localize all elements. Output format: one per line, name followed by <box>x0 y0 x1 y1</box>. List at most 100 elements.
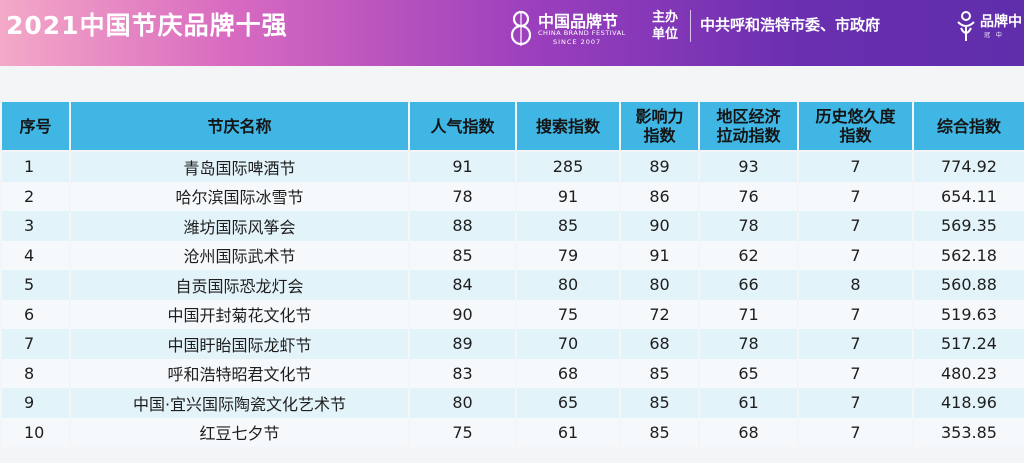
search-index-cell: 85 <box>515 211 621 241</box>
economic-index-cell: 78 <box>698 211 799 241</box>
table-row: 4 沧州国际武术节 85 79 91 62 7 562.18 <box>0 240 1024 270</box>
influence-index-cell: 72 <box>619 299 700 329</box>
history-index-cell: 7 <box>797 151 914 182</box>
brand-festival-en: CHINA BRAND FESTIVAL <box>538 29 626 37</box>
column-header-line: 搜索指数 <box>535 116 600 136</box>
influence-index-cell: 89 <box>619 151 700 182</box>
column-header: 历史悠久度 指数 <box>797 100 914 152</box>
economic-index-cell: 62 <box>698 240 799 270</box>
host-label: 主办 单位 <box>645 9 685 43</box>
column-header-line: 人气指数 <box>430 116 495 136</box>
search-index-cell: 91 <box>515 181 621 211</box>
festival-name-cell: 沧州国际武术节 <box>69 240 410 270</box>
economic-index-cell: 78 <box>698 329 799 359</box>
popularity-index-cell: 85 <box>408 240 517 270</box>
influence-index-cell: 80 <box>619 270 700 300</box>
host-organizer: 中共呼和浩特市委、市政府 <box>700 16 881 34</box>
history-index-cell: 7 <box>797 211 914 241</box>
search-index-cell: 75 <box>515 299 621 329</box>
table-row: 5 自贡国际恐龙灯会 84 80 80 66 8 560.88 <box>0 270 1024 300</box>
table-row: 10 红豆七夕节 75 61 85 68 7 353.85 <box>0 417 1024 447</box>
festival-name-cell: 红豆七夕节 <box>69 417 410 447</box>
brand-china-sub: 冠 中 <box>984 32 1004 39</box>
popularity-index-cell: 83 <box>408 358 517 388</box>
composite-index-cell: 517.24 <box>912 329 1024 359</box>
influence-index-cell: 85 <box>619 388 700 418</box>
influence-index-cell: 68 <box>619 329 700 359</box>
composite-index-cell: 774.92 <box>912 151 1024 182</box>
table-row: 7 中国盱眙国际龙虾节 89 70 68 78 7 517.24 <box>0 329 1024 359</box>
popularity-index-cell: 78 <box>408 181 517 211</box>
banner-divider <box>690 10 691 42</box>
page-title: 2021中国节庆品牌十强 <box>6 11 288 40</box>
column-header-line: 综合指数 <box>936 116 1001 136</box>
popularity-index-cell: 90 <box>408 299 517 329</box>
festival-name-cell: 自贡国际恐龙灯会 <box>69 270 410 300</box>
brand-festival-logo-icon <box>510 10 532 46</box>
rank-cell: 10 <box>0 417 71 447</box>
search-index-cell: 70 <box>515 329 621 359</box>
column-header-line: 影响力 <box>635 107 684 126</box>
festival-name-cell: 潍坊国际风筝会 <box>69 211 410 241</box>
ranking-table: 序号 节庆名称 人气指数 搜索指数 影响力 指数 地区经济 拉动指数 历史悠久度 指数 综合指数 1… <box>0 100 1024 447</box>
popularity-index-cell: 84 <box>408 270 517 300</box>
festival-name-cell: 中国·宜兴国际陶瓷文化艺术节 <box>69 388 410 418</box>
table-row: 9 中国·宜兴国际陶瓷文化艺术节 80 65 85 61 7 418.96 <box>0 388 1024 418</box>
popularity-index-cell: 80 <box>408 388 517 418</box>
column-header-line: 拉动指数 <box>716 126 781 145</box>
festival-name-cell: 呼和浩特昭君文化节 <box>69 358 410 388</box>
column-header-line: 节庆名称 <box>207 116 272 136</box>
ranking-table-container: 序号 节庆名称 人气指数 搜索指数 影响力 指数 地区经济 拉动指数 历史悠久度 指数 综合指数 1… <box>0 100 1024 447</box>
influence-index-cell: 85 <box>619 417 700 447</box>
column-header-line: 序号 <box>19 116 52 136</box>
influence-index-cell: 91 <box>619 240 700 270</box>
column-header-line: 指数 <box>839 126 872 145</box>
composite-index-cell: 654.11 <box>912 181 1024 211</box>
column-header: 节庆名称 <box>69 100 410 152</box>
influence-index-cell: 86 <box>619 181 700 211</box>
table-row: 8 呼和浩特昭君文化节 83 68 85 65 7 480.23 <box>0 358 1024 388</box>
economic-index-cell: 71 <box>698 299 799 329</box>
rank-cell: 4 <box>0 240 71 270</box>
brand-china-logo-icon <box>957 11 975 41</box>
popularity-index-cell: 89 <box>408 329 517 359</box>
history-index-cell: 7 <box>797 299 914 329</box>
history-index-cell: 7 <box>797 358 914 388</box>
rank-cell: 7 <box>0 329 71 359</box>
rank-cell: 9 <box>0 388 71 418</box>
history-index-cell: 7 <box>797 240 914 270</box>
rank-cell: 5 <box>0 270 71 300</box>
influence-index-cell: 90 <box>619 211 700 241</box>
festival-name-cell: 哈尔滨国际冰雪节 <box>69 181 410 211</box>
composite-index-cell: 560.88 <box>912 270 1024 300</box>
search-index-cell: 65 <box>515 388 621 418</box>
brand-china-name: 品牌中 <box>980 14 1022 30</box>
economic-index-cell: 68 <box>698 417 799 447</box>
host-label-line2: 单位 <box>651 27 678 42</box>
popularity-index-cell: 75 <box>408 417 517 447</box>
economic-index-cell: 61 <box>698 388 799 418</box>
table-row: 3 潍坊国际风筝会 88 85 90 78 7 569.35 <box>0 211 1024 241</box>
column-header: 搜索指数 <box>515 100 621 152</box>
rank-cell: 1 <box>0 151 71 182</box>
column-header-line: 指数 <box>643 126 676 145</box>
rank-cell: 8 <box>0 358 71 388</box>
table-header-row: 序号 节庆名称 人气指数 搜索指数 影响力 指数 地区经济 拉动指数 历史悠久度 指数 综合指数 <box>0 100 1024 152</box>
economic-index-cell: 76 <box>698 181 799 211</box>
search-index-cell: 80 <box>515 270 621 300</box>
rank-cell: 6 <box>0 299 71 329</box>
history-index-cell: 7 <box>797 329 914 359</box>
popularity-index-cell: 88 <box>408 211 517 241</box>
festival-name-cell: 中国盱眙国际龙虾节 <box>69 329 410 359</box>
table-row: 1 青岛国际啤酒节 91 285 89 93 7 774.92 <box>0 151 1024 182</box>
brand-festival-since: SINCE 2007 <box>553 38 602 46</box>
table-row: 6 中国开封菊花文化节 90 75 72 71 7 519.63 <box>0 299 1024 329</box>
rank-cell: 3 <box>0 211 71 241</box>
search-index-cell: 61 <box>515 417 621 447</box>
column-header: 综合指数 <box>912 100 1024 152</box>
festival-name-cell: 中国开封菊花文化节 <box>69 299 410 329</box>
rank-cell: 2 <box>0 181 71 211</box>
search-index-cell: 68 <box>515 358 621 388</box>
column-header: 地区经济 拉动指数 <box>698 100 799 152</box>
search-index-cell: 79 <box>515 240 621 270</box>
